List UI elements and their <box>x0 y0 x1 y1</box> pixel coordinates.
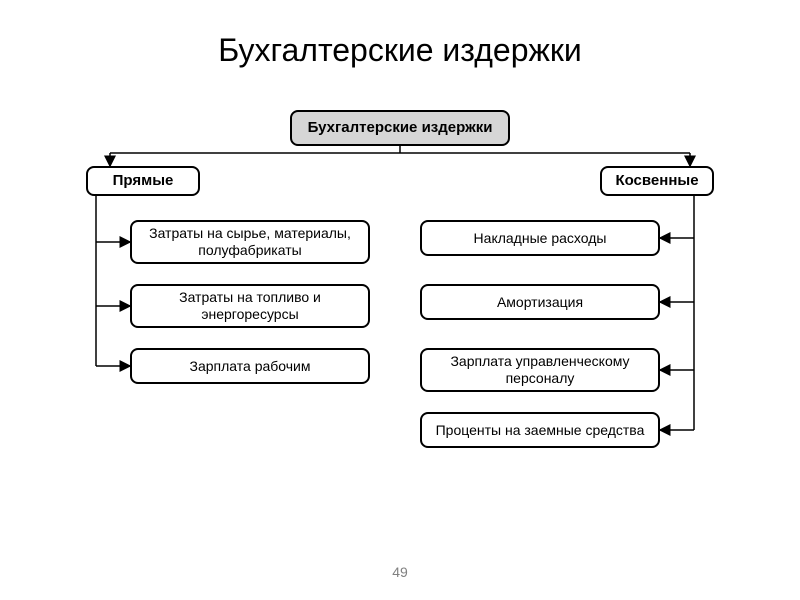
node-category-right: Косвенные <box>600 166 714 196</box>
node-left-1: Затраты на сырье, материалы, полуфабрика… <box>130 220 370 264</box>
page-number: 49 <box>0 564 800 580</box>
node-right-4: Проценты на заемные средства <box>420 412 660 448</box>
node-left-2: Затраты на топливо и энергоресурсы <box>130 284 370 328</box>
node-right-1: Накладные расходы <box>420 220 660 256</box>
node-category-left: Прямые <box>86 166 200 196</box>
node-right-3: Зарплата управленческому персоналу <box>420 348 660 392</box>
node-left-3: Зарплата рабочим <box>130 348 370 384</box>
connector-lines <box>0 0 800 600</box>
node-root: Бухгалтерские издержки <box>290 110 510 146</box>
node-right-2: Амортизация <box>420 284 660 320</box>
page-title: Бухгалтерские издержки <box>0 32 800 69</box>
